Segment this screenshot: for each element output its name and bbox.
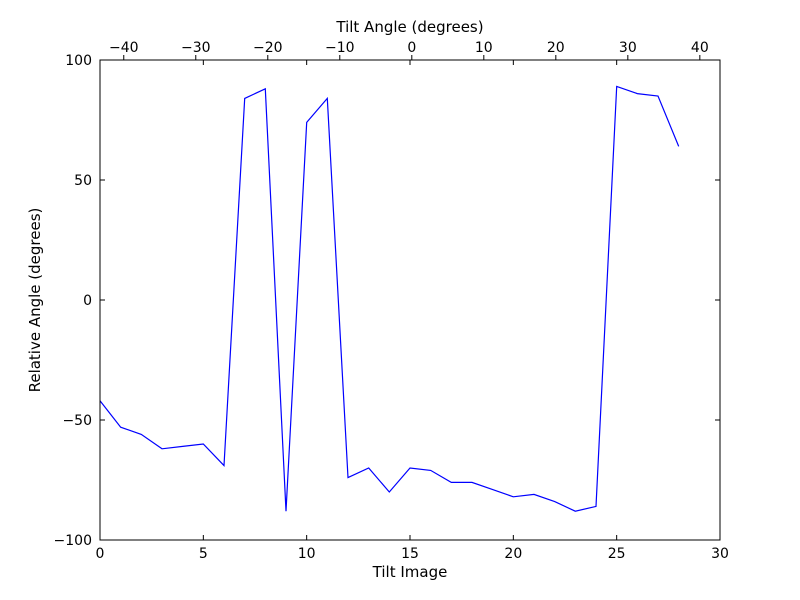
y-tick-label: 0 [83, 293, 92, 309]
plot-area [100, 60, 720, 540]
top-x-tick-label: 30 [619, 40, 637, 56]
top-x-tick-label: 20 [547, 40, 565, 56]
x-tick-label: 10 [298, 546, 316, 562]
y-tick-label: 100 [65, 53, 92, 69]
x-tick-label: 20 [504, 546, 522, 562]
top-x-axis-label: Tilt Angle (degrees) [335, 18, 483, 36]
y-axis-label: Relative Angle (degrees) [26, 208, 44, 393]
y-tick-label: −50 [62, 413, 92, 429]
x-axis-label: Tilt Image [372, 563, 448, 581]
x-tick-label: 5 [199, 546, 208, 562]
top-x-tick-label: 10 [475, 40, 493, 56]
series-line [99, 85, 680, 512]
x-tick-label: 25 [608, 546, 626, 562]
top-x-tick-label: −20 [253, 40, 283, 56]
top-x-tick-label: −10 [325, 40, 355, 56]
plot-frame [99, 59, 721, 541]
y-tick-label: −100 [54, 533, 92, 549]
top-x-tick-label: 40 [691, 40, 709, 56]
top-x-tick-label: −40 [109, 40, 139, 56]
x-tick-label: 15 [401, 546, 419, 562]
y-tick-label: 50 [74, 173, 92, 189]
top-x-tick-label: −30 [181, 40, 211, 56]
x-tick-label: 30 [711, 546, 729, 562]
top-x-tick-label: 0 [407, 40, 416, 56]
x-tick-label: 0 [96, 546, 105, 562]
